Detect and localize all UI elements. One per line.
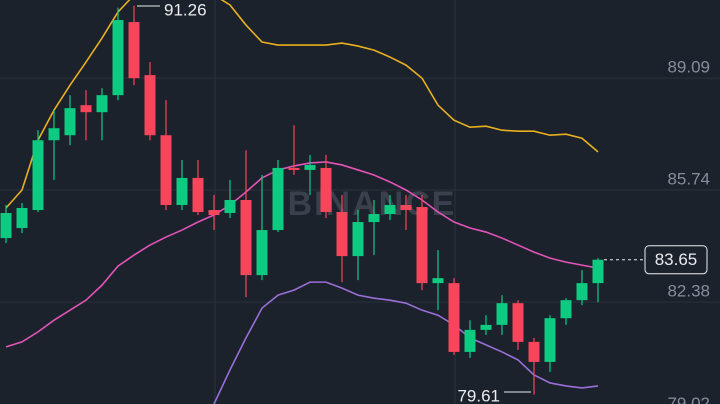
candle bbox=[272, 159, 284, 233]
candle bbox=[80, 90, 92, 141]
band-line bbox=[5, 161, 599, 348]
candle bbox=[320, 154, 332, 219]
candle-body bbox=[288, 167, 300, 170]
y-tick-label: 82.38 bbox=[667, 282, 710, 301]
candle bbox=[32, 130, 44, 213]
candle-body bbox=[304, 164, 316, 170]
band-line bbox=[5, 0, 599, 209]
candle-body bbox=[256, 230, 268, 276]
candle bbox=[576, 270, 588, 306]
candle bbox=[144, 62, 156, 141]
candle bbox=[192, 159, 204, 216]
min-label: 79.61 bbox=[457, 386, 500, 404]
candle bbox=[208, 194, 220, 231]
candle bbox=[96, 88, 108, 141]
candle bbox=[352, 210, 364, 281]
candle bbox=[416, 194, 428, 291]
candle-body bbox=[240, 199, 252, 276]
candle-body bbox=[272, 167, 284, 231]
candle bbox=[128, 5, 140, 86]
candle bbox=[368, 199, 380, 256]
candle-body bbox=[48, 128, 60, 141]
y-tick-label: 85.74 bbox=[667, 169, 710, 188]
candle bbox=[0, 205, 12, 244]
candle bbox=[432, 250, 444, 311]
candle-body bbox=[592, 259, 604, 284]
candle-body bbox=[464, 329, 476, 352]
candle bbox=[16, 203, 28, 234]
candle bbox=[592, 258, 604, 303]
candle-body bbox=[112, 20, 124, 96]
candle-body bbox=[320, 167, 332, 213]
candle-body bbox=[96, 95, 108, 113]
candle bbox=[336, 194, 348, 283]
candle bbox=[304, 154, 316, 195]
candle bbox=[288, 125, 300, 175]
candle-body bbox=[432, 278, 444, 284]
candle bbox=[112, 7, 124, 101]
candle-body bbox=[160, 135, 172, 206]
candle bbox=[256, 174, 268, 281]
candle bbox=[240, 150, 252, 298]
candle bbox=[544, 315, 556, 372]
candle-body bbox=[208, 210, 220, 216]
candle bbox=[384, 194, 396, 221]
candle-body bbox=[384, 205, 396, 215]
candle-body bbox=[32, 140, 44, 211]
max-label: 91.26 bbox=[164, 0, 207, 19]
candle-body bbox=[528, 341, 540, 362]
candle-body bbox=[80, 105, 92, 113]
candle-body bbox=[400, 205, 412, 211]
candle bbox=[528, 337, 540, 395]
candle-body bbox=[480, 324, 492, 330]
candle-body bbox=[496, 303, 508, 325]
candle-body bbox=[352, 222, 364, 257]
price-box bbox=[644, 245, 708, 275]
candle-body bbox=[576, 283, 588, 301]
candle bbox=[400, 194, 412, 231]
candle-body bbox=[224, 199, 236, 214]
candle bbox=[512, 300, 524, 350]
candle bbox=[64, 95, 76, 146]
price-label: 83.65 bbox=[655, 250, 698, 269]
candle bbox=[448, 278, 460, 355]
candle-body bbox=[448, 283, 460, 352]
candle-body bbox=[144, 75, 156, 136]
candle-body bbox=[16, 208, 28, 229]
candle-body bbox=[176, 177, 188, 206]
candle bbox=[176, 159, 188, 211]
candle bbox=[160, 100, 172, 211]
candle bbox=[560, 298, 572, 325]
candle-body bbox=[560, 300, 572, 319]
candle-body bbox=[544, 318, 556, 362]
candle bbox=[464, 320, 476, 358]
candle-body bbox=[128, 22, 140, 79]
candle bbox=[496, 295, 508, 335]
candle bbox=[48, 110, 60, 180]
candle-body bbox=[368, 214, 380, 223]
candle-body bbox=[416, 207, 428, 284]
candle-body bbox=[336, 212, 348, 257]
candle bbox=[480, 315, 492, 335]
candle-body bbox=[0, 213, 12, 239]
candle-body bbox=[64, 108, 76, 136]
candle-body bbox=[192, 177, 204, 213]
y-tick-label: 89.09 bbox=[667, 58, 710, 77]
y-tick-label: 79.02 bbox=[667, 394, 710, 404]
candle bbox=[224, 179, 236, 219]
candle-body bbox=[512, 303, 524, 342]
